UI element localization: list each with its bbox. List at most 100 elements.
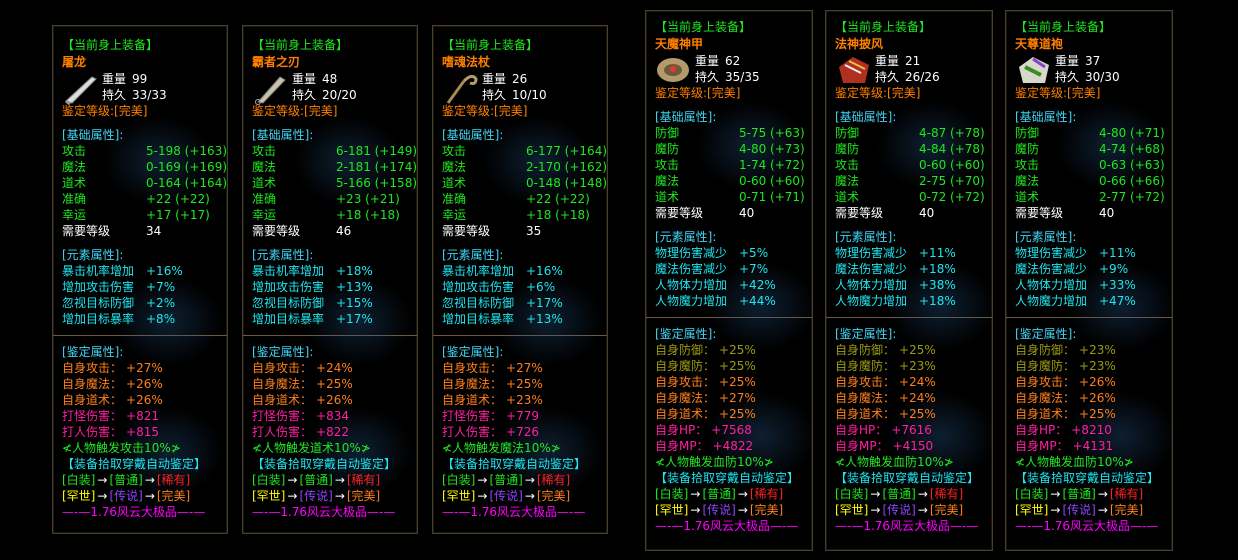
grade-label: [普通]: [109, 473, 143, 487]
element-attribute-row: 魔法伤害减少 +18%: [835, 261, 984, 277]
durability-label: 持久: [482, 88, 507, 102]
auto-identify-note: 【装备拾取穿戴自动鉴定】: [252, 457, 397, 471]
grade-progression: [白装] → [普通] → [稀有]: [655, 486, 804, 502]
base-attribute-row: 魔法 0-60 (+60): [655, 173, 805, 189]
identify-attributes-title: [鉴定属性]:: [655, 327, 717, 341]
attribute-value: 2-77 (+72): [1099, 190, 1165, 204]
element-attribute-row: 魔法伤害减少 +7%: [655, 261, 804, 277]
base-attribute-row: 道术 0-164 (+164): [62, 175, 227, 191]
element-attributes-title: [元素属性]:: [62, 248, 124, 262]
attribute-label: 自身MP：: [835, 439, 889, 453]
attribute-value: +5%: [739, 246, 769, 260]
grade-progression: [罕世] → [传说] → [完美]: [62, 488, 219, 504]
arrow-icon: →: [1050, 503, 1061, 517]
base-attribute-row: 幸运 +17 (+17): [62, 207, 219, 223]
attribute-label: 自身防御：: [1015, 343, 1076, 357]
attribute-value: +779: [506, 409, 539, 423]
attribute-label: 打怪伤害：: [442, 409, 503, 423]
attribute-value: +26%: [126, 377, 163, 391]
identify-attributes-title: [鉴定属性]:: [252, 345, 314, 359]
attribute-label: 自身魔法：: [62, 377, 123, 391]
attribute-value: +821: [126, 409, 159, 423]
identify-attribute-row: 自身HP： +8210: [1015, 422, 1164, 438]
durability-row: 持久 10/10: [482, 87, 547, 103]
attribute-label: 魔法: [252, 160, 277, 174]
attribute-value: +38%: [919, 278, 956, 292]
identify-attribute-row: 自身防御： +25%: [835, 342, 984, 358]
element-attribute-row: 增加目标暴率 +8%: [62, 311, 219, 327]
base-attribute-row: 魔法 2-75 (+70): [835, 173, 985, 189]
attribute-value: +16%: [526, 264, 563, 278]
base-attribute-row: 攻击 0-60 (+60): [835, 157, 985, 173]
attribute-value: +22 (+22): [526, 192, 590, 206]
grade-label: [普通]: [299, 473, 333, 487]
server-footer: —-—1.76风云大极品—-—: [442, 505, 586, 519]
durability-label: 持久: [1055, 70, 1080, 84]
item-summary: 重量 48 持久 20/20: [252, 71, 409, 105]
attribute-value: 4-80 (+71): [1099, 126, 1165, 140]
element-attribute-row: 物理伤害减少 +11%: [1015, 245, 1164, 261]
attribute-value: 4-74 (+68): [1099, 142, 1165, 156]
attribute-value: +26%: [1079, 375, 1116, 389]
item-tooltip-panel: 【当前身上装备】 天魔神甲 重量 62 持久 35/35 鉴定等级:[完美] [基础属性]: 防…: [645, 10, 813, 551]
attribute-label: 魔法: [835, 174, 860, 188]
attribute-value: +25%: [719, 343, 756, 357]
attribute-value: 0-71 (+71): [739, 190, 805, 204]
required-level-value: 34: [146, 224, 162, 238]
arrow-icon: →: [144, 473, 155, 487]
armor-icon: [655, 53, 695, 87]
grade-label: [普通]: [702, 487, 736, 501]
attribute-value: +27%: [719, 391, 756, 405]
attribute-value: +7%: [146, 280, 176, 294]
grade-label: [普通]: [1062, 487, 1096, 501]
attribute-label: 道术: [442, 176, 467, 190]
grade-label: [罕世]: [655, 503, 689, 517]
attribute-label: 魔法: [62, 160, 87, 174]
appraisal-level: 鉴定等级:[完美]: [835, 86, 921, 100]
durability-value: 26/26: [905, 70, 940, 84]
grade-label: [传说]: [299, 489, 333, 503]
attribute-label: 自身攻击：: [1015, 375, 1076, 389]
grade-label: [罕世]: [252, 489, 286, 503]
attribute-label: 自身道术：: [655, 407, 716, 421]
element-attribute-row: 增加攻击伤害 +6%: [442, 279, 599, 295]
element-attributes-title: [元素属性]:: [252, 248, 314, 262]
grade-progression: [罕世] → [传说] → [完美]: [655, 502, 804, 518]
auto-identify-note: 【装备拾取穿戴自动鉴定】: [835, 471, 980, 485]
attribute-value: +42%: [739, 278, 776, 292]
weight-durability: 重量 21 持久 26/26: [875, 53, 940, 85]
durability-label: 持久: [102, 88, 127, 102]
element-attributes-title: [元素属性]:: [1015, 230, 1077, 244]
attribute-value: +7616: [891, 423, 932, 437]
attribute-value: +33%: [1099, 278, 1136, 292]
server-footer: —-—1.76风云大极品—-—: [655, 519, 799, 533]
sword-icon: [62, 71, 102, 106]
identify-attribute-row: 打怪伤害： +834: [252, 408, 409, 424]
arrow-icon: →: [917, 503, 928, 517]
identify-attribute-row: 自身MP： +4131: [1015, 438, 1164, 454]
appraisal-level: 鉴定等级:[完美]: [655, 86, 741, 100]
attribute-value: +2%: [146, 296, 176, 310]
robe-red-icon: [835, 53, 875, 87]
attribute-value: +726: [506, 425, 539, 439]
grade-label: [传说]: [882, 503, 916, 517]
base-attributes-title: [基础属性]:: [442, 128, 504, 142]
durability-row: 持久 30/30: [1055, 69, 1120, 85]
identify-attribute-row: 自身攻击： +27%: [442, 360, 599, 376]
equipped-header: 【当前身上装备】: [655, 20, 752, 34]
section-divider: [646, 317, 812, 318]
attribute-label: 人物魔力增加: [655, 294, 728, 308]
attribute-label: 增加攻击伤害: [442, 280, 515, 294]
attribute-label: 自身MP：: [1015, 439, 1069, 453]
attribute-value: 2-75 (+70): [919, 174, 985, 188]
attribute-value: +4822: [712, 439, 754, 453]
weight-row: 重量 48: [292, 71, 357, 87]
equipped-header: 【当前身上装备】: [62, 38, 159, 52]
attribute-label: 暴击机率增加: [442, 264, 515, 278]
attribute-label: 自身道术：: [835, 407, 896, 421]
grade-label: [普通]: [489, 473, 523, 487]
identify-attribute-row: 自身道术： +23%: [442, 392, 599, 408]
identify-attribute-row: 自身魔法： +26%: [1015, 390, 1164, 406]
attribute-value: +23%: [1079, 343, 1116, 357]
attribute-label: 打人伤害：: [442, 425, 503, 439]
